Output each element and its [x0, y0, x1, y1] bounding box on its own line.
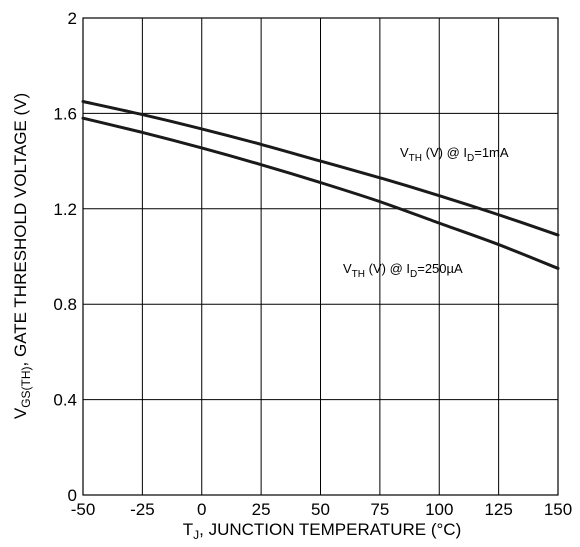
x-axis-title-main: T — [183, 520, 193, 539]
series-label-1ma-v: V — [400, 145, 409, 160]
y-axis-title-main: V — [11, 407, 30, 419]
x-tick-label: -25 — [130, 500, 155, 519]
x-tick-label: 150 — [544, 500, 572, 519]
series-label-250ua-isub: D — [410, 269, 417, 280]
x-axis-title: TJ, JUNCTION TEMPERATURE (°C) — [183, 520, 462, 542]
vth-250ua-curve — [81, 116, 560, 270]
y-tick-label: 2 — [68, 9, 77, 28]
plot-frame — [82, 17, 559, 496]
x-tick-label: 75 — [370, 500, 389, 519]
series-label-250ua-v: V — [343, 261, 352, 276]
y-tick-label: 0.8 — [53, 295, 77, 314]
y-axis-title-rest: , GATE THRESHOLD VOLTAGE (V) — [11, 93, 30, 367]
series-label-250ua-vsub: TH — [352, 269, 365, 280]
y-tick-label: 0 — [68, 486, 77, 505]
y-tick-label: 1.2 — [53, 200, 77, 219]
x-axis-title-rest: , JUNCTION TEMPERATURE (°C) — [199, 520, 461, 539]
series-label-1ma-end: =1mA — [474, 145, 509, 160]
x-tick-label: 50 — [311, 500, 330, 519]
x-tick-label: 125 — [484, 500, 512, 519]
series-label-250ua-mid: (V) @ I — [365, 261, 410, 276]
curves — [81, 99, 560, 270]
x-tick-label: 100 — [425, 500, 453, 519]
series-label-1ma: VTH (V) @ ID=1mA — [400, 145, 509, 164]
series-label-250ua: VTH (V) @ ID=250µA — [343, 261, 463, 280]
series-label-1ma-vsub: TH — [409, 153, 422, 164]
x-tick-label: -50 — [71, 500, 96, 519]
y-tick-label: 1.6 — [53, 104, 77, 123]
y-axis-title: VGS(TH), GATE THRESHOLD VOLTAGE (V) — [11, 93, 33, 419]
series-label-250ua-end: =250µA — [417, 261, 463, 276]
y-axis-title-sub: GS(TH) — [19, 366, 33, 407]
x-tick-label: 25 — [252, 500, 271, 519]
grid-lines — [83, 18, 558, 495]
x-axis-title-sub: J — [193, 528, 199, 542]
tick-labels: -50 -25 0 25 50 75 100 125 150 0 0.4 0.8 1.2 1.6 2 — [53, 9, 572, 519]
y-tick-label: 0.4 — [53, 391, 77, 410]
x-tick-label: 0 — [197, 500, 206, 519]
vth-1ma-curve — [81, 99, 560, 237]
series-label-1ma-mid: (V) @ I — [422, 145, 467, 160]
series-label-1ma-isub: D — [467, 153, 474, 164]
